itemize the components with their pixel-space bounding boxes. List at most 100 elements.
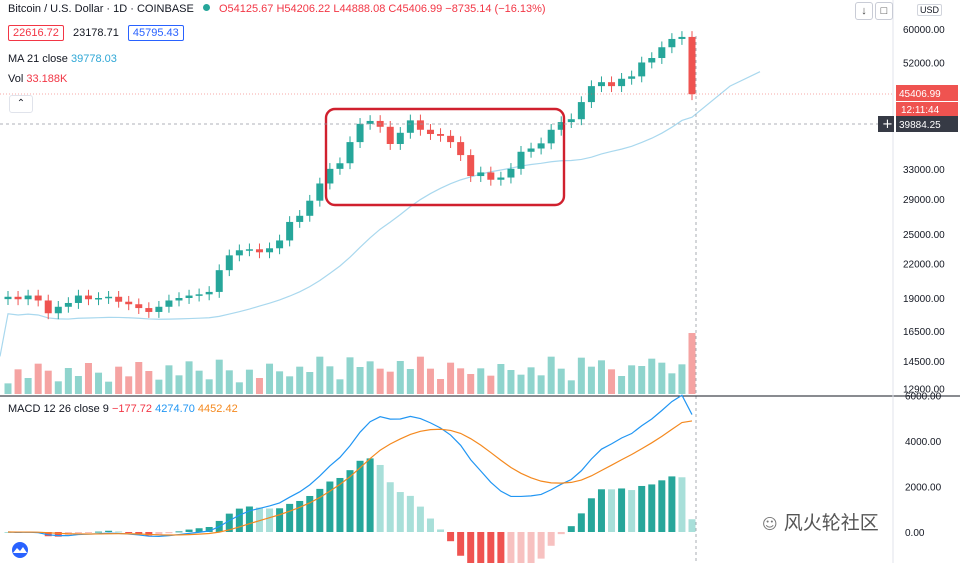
candle-body bbox=[326, 168, 334, 184]
candle-body bbox=[527, 148, 535, 152]
watermark: ☺ 风火轮社区 bbox=[762, 508, 879, 535]
macd-histogram-bar bbox=[74, 532, 82, 534]
volume-bar bbox=[567, 380, 575, 394]
macd-histogram-bar bbox=[668, 476, 676, 532]
candle-body bbox=[145, 308, 153, 312]
candle-body bbox=[245, 249, 253, 251]
macd-histogram-bar bbox=[165, 532, 173, 534]
volume-bar bbox=[44, 370, 52, 394]
macd-histogram-bar bbox=[105, 530, 113, 532]
volume-bar bbox=[306, 372, 314, 394]
candle-body bbox=[597, 82, 605, 87]
volume-bar bbox=[215, 359, 223, 394]
volume-bar bbox=[195, 370, 203, 394]
volume-bar bbox=[336, 379, 344, 394]
symbol-title[interactable]: Bitcoin / U.S. Dollar · 1D · COINBASE bbox=[8, 3, 194, 15]
volume-bar bbox=[175, 375, 183, 394]
macd-histogram-bar bbox=[44, 532, 52, 537]
buy-button[interactable]: 45795.43 bbox=[127, 25, 184, 41]
macd-histogram-bar bbox=[577, 513, 585, 532]
price-tick-label: 19000.00 bbox=[903, 294, 945, 305]
volume-bar bbox=[517, 374, 525, 394]
macd-legend[interactable]: MACD 12 26 close 9 −177.72 4274.70 4452.… bbox=[8, 403, 238, 415]
volume-bar bbox=[608, 369, 616, 394]
sell-button[interactable]: 22616.72 bbox=[8, 25, 64, 41]
volume-bar bbox=[286, 376, 294, 394]
ma-legend[interactable]: MA 21 close 39778.03 bbox=[8, 53, 117, 65]
tradingview-logo-icon[interactable] bbox=[8, 542, 32, 558]
volume-bar bbox=[447, 362, 455, 394]
volume-bar bbox=[457, 368, 465, 394]
macd-histogram-bar bbox=[155, 532, 163, 536]
volume-bar bbox=[587, 366, 595, 394]
candle-body bbox=[175, 298, 183, 301]
volume-bar bbox=[537, 375, 545, 394]
volume-bar bbox=[618, 376, 626, 394]
volume-bar bbox=[356, 367, 364, 394]
macd-histogram-bar bbox=[416, 506, 424, 532]
volume-bar bbox=[316, 356, 324, 394]
macd-histogram-bar bbox=[306, 495, 314, 532]
candle-body bbox=[255, 249, 263, 253]
volume-bar bbox=[125, 376, 133, 394]
macd-label: MACD 12 26 close 9 bbox=[8, 403, 109, 415]
macd-histogram-bar bbox=[115, 531, 123, 533]
macd-histogram-bar bbox=[497, 532, 505, 568]
candle-body bbox=[638, 62, 646, 77]
volume-bar bbox=[326, 366, 334, 394]
macd-histogram-bar bbox=[286, 503, 294, 532]
macd-tick-label: 6000.00 bbox=[905, 392, 942, 403]
volume-bar bbox=[105, 381, 113, 394]
candle-body bbox=[4, 296, 12, 300]
volume-bar bbox=[155, 379, 163, 394]
candle-body bbox=[557, 122, 565, 130]
volume-bar bbox=[64, 368, 72, 394]
candle-body bbox=[336, 163, 344, 169]
currency-label[interactable]: USD bbox=[916, 4, 942, 16]
macd-histogram-bar bbox=[527, 532, 535, 568]
volume-bar bbox=[95, 372, 103, 394]
crosshair-plus-button[interactable]: + bbox=[878, 116, 894, 132]
macd-tick-label: 0.00 bbox=[905, 528, 925, 539]
download-arrow-icon[interactable]: ↓ bbox=[855, 2, 873, 20]
candle-body bbox=[276, 240, 284, 249]
fullscreen-icon[interactable]: □ bbox=[875, 2, 893, 20]
macd-histogram-bar bbox=[95, 531, 103, 533]
volume-bar bbox=[638, 366, 646, 394]
candle-body bbox=[688, 36, 696, 95]
macd-histogram-bar bbox=[406, 495, 414, 532]
volume-bar bbox=[235, 382, 243, 394]
volume-bar bbox=[84, 363, 92, 394]
macd-histogram-bar bbox=[688, 519, 696, 532]
price-tick-label: 29000.00 bbox=[903, 195, 945, 206]
candle-body bbox=[467, 155, 475, 177]
volume-bar bbox=[376, 368, 384, 394]
price-axis: 60000.00 52000.00 33000.00 29000.00 25000.00… bbox=[903, 25, 945, 396]
candle-body bbox=[396, 132, 404, 144]
candle-body bbox=[235, 250, 243, 256]
candle-body bbox=[296, 215, 304, 222]
candle-body bbox=[95, 298, 103, 300]
macd-histogram-bar bbox=[175, 531, 183, 533]
signal-line bbox=[7, 420, 693, 536]
candle-body bbox=[266, 248, 274, 253]
volume-bar bbox=[557, 368, 565, 394]
volume-legend[interactable]: Vol 33.188K bbox=[8, 73, 67, 85]
candle-body bbox=[84, 295, 92, 300]
volume-bar bbox=[24, 378, 32, 394]
volume-bar bbox=[165, 365, 173, 394]
volume-bar bbox=[628, 365, 636, 394]
candle-body bbox=[426, 129, 434, 135]
macd-histogram-bar bbox=[376, 464, 384, 532]
macd-axis: 6000.00 4000.00 2000.00 0.00 bbox=[905, 392, 942, 540]
candle-body bbox=[155, 306, 163, 312]
chevron-up-icon[interactable]: ⌃ bbox=[9, 95, 33, 113]
candle-body bbox=[125, 301, 133, 305]
symbol-legend: Bitcoin / U.S. Dollar · 1D · COINBASE O5… bbox=[8, 3, 546, 15]
volume-bar bbox=[366, 361, 374, 394]
candle-body bbox=[678, 36, 686, 39]
candle-body bbox=[386, 126, 394, 144]
macd-histogram-bar bbox=[587, 498, 595, 532]
